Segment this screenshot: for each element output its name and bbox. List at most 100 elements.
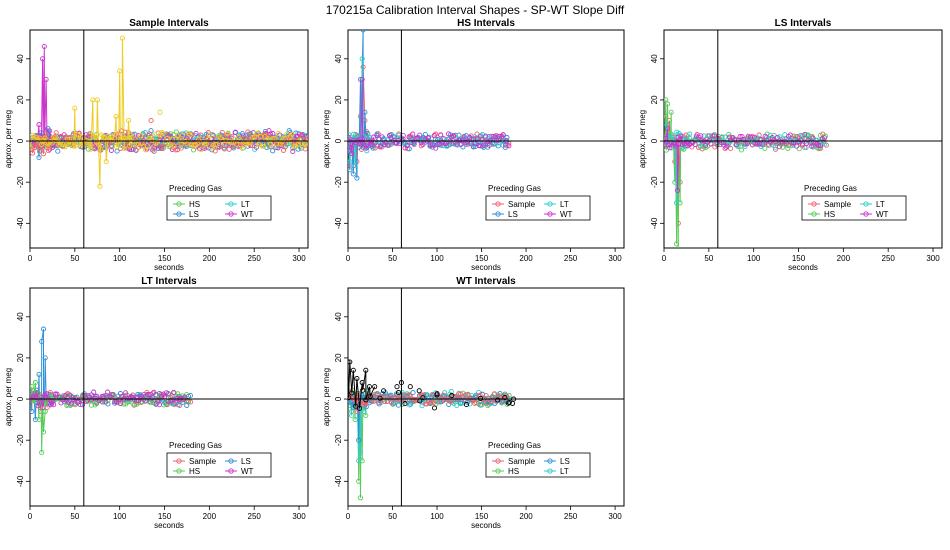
data-point xyxy=(65,399,71,405)
data-point xyxy=(438,132,444,138)
x-tick-label: 250 xyxy=(882,254,896,263)
data-point xyxy=(58,400,64,406)
legend-label: LT xyxy=(560,467,569,476)
data-point xyxy=(464,139,470,145)
legend-title: Preceding Gas xyxy=(169,441,222,450)
x-tick-label: 200 xyxy=(203,254,217,263)
data-point xyxy=(72,105,78,111)
data-point xyxy=(385,142,391,148)
data-point xyxy=(674,200,680,206)
data-point xyxy=(300,144,306,150)
y-tick-label: -40 xyxy=(16,217,25,229)
data-point xyxy=(710,133,716,139)
legend-label: Sample xyxy=(508,457,536,466)
y-tick-label: 0 xyxy=(334,396,343,401)
x-tick-label: 250 xyxy=(564,254,578,263)
data-point xyxy=(49,398,55,404)
data-point xyxy=(214,141,220,147)
data-point xyxy=(350,404,356,410)
data-point xyxy=(815,142,821,149)
x-tick-label: 100 xyxy=(430,254,444,263)
data-point xyxy=(96,142,102,148)
legend-swatch-marker xyxy=(495,211,501,217)
legend-swatch-marker xyxy=(863,201,869,207)
x-tick-label: 200 xyxy=(203,512,217,521)
data-point xyxy=(417,132,423,138)
data-point xyxy=(674,241,680,247)
data-point xyxy=(359,380,365,386)
legend-title: Preceding Gas xyxy=(488,184,541,193)
data-point xyxy=(456,132,462,138)
legend-swatch-marker xyxy=(547,211,553,217)
data-point xyxy=(160,144,166,150)
data-point xyxy=(751,134,758,140)
x-tick-label: 100 xyxy=(113,254,127,263)
data-point xyxy=(180,397,187,403)
data-point xyxy=(279,139,285,145)
data-point xyxy=(354,175,360,181)
data-point xyxy=(674,135,680,141)
data-point xyxy=(687,131,693,137)
data-point xyxy=(155,397,161,403)
legend-swatch-marker xyxy=(228,211,234,217)
data-point xyxy=(168,142,174,148)
data-point xyxy=(495,143,501,149)
data-point xyxy=(176,137,182,143)
legend-swatch-marker xyxy=(547,458,553,464)
data-point xyxy=(160,130,166,136)
data-point xyxy=(445,131,452,137)
legend-label: WT xyxy=(241,467,254,476)
x-tick-label: 0 xyxy=(28,512,33,521)
data-point xyxy=(446,401,452,407)
data-point xyxy=(198,132,204,138)
data-point xyxy=(108,134,114,140)
legend-swatch-marker xyxy=(228,458,234,464)
data-point xyxy=(357,495,364,501)
panel-lt-intervals: LT Intervals 0 50 100 150 200 250 300 -40 -20 0 20 4… xyxy=(4,276,309,530)
data-point xyxy=(502,395,508,401)
data-point xyxy=(131,402,137,408)
data-point xyxy=(349,150,355,156)
data-point xyxy=(299,132,305,138)
data-point xyxy=(47,128,53,134)
data-point xyxy=(506,143,512,149)
y-tick-label: 20 xyxy=(16,95,25,104)
data-point xyxy=(350,171,356,177)
data-point xyxy=(493,137,499,143)
legend-box xyxy=(801,195,907,221)
data-layer xyxy=(348,30,512,181)
data-point xyxy=(121,145,127,152)
data-point xyxy=(40,404,46,411)
x-tick-label: 100 xyxy=(113,512,127,521)
data-point xyxy=(360,387,366,393)
data-point xyxy=(433,145,439,151)
legend-swatch-marker xyxy=(228,468,234,474)
data-point xyxy=(88,402,95,408)
data-point xyxy=(97,146,104,152)
data-point xyxy=(467,134,473,140)
data-point xyxy=(137,133,143,139)
series-line xyxy=(348,361,376,409)
data-point xyxy=(156,402,162,408)
data-point xyxy=(30,150,36,156)
data-point xyxy=(226,146,232,152)
x-tick-label: 300 xyxy=(292,512,306,521)
data-point xyxy=(90,134,96,140)
data-point xyxy=(42,135,48,141)
data-point xyxy=(36,122,42,128)
x-tick-label: 250 xyxy=(564,512,578,521)
data-point xyxy=(408,401,414,407)
x-axis-label: seconds xyxy=(154,263,184,272)
data-point xyxy=(420,142,426,148)
data-point xyxy=(349,390,355,396)
data-point xyxy=(506,399,512,405)
data-layer xyxy=(664,97,829,248)
legend-swatch-marker xyxy=(547,468,553,474)
data-point xyxy=(817,143,823,149)
data-point xyxy=(228,139,234,145)
data-point xyxy=(738,137,744,143)
y-tick-label: 40 xyxy=(334,54,343,63)
x-tick-label: 150 xyxy=(792,254,806,263)
